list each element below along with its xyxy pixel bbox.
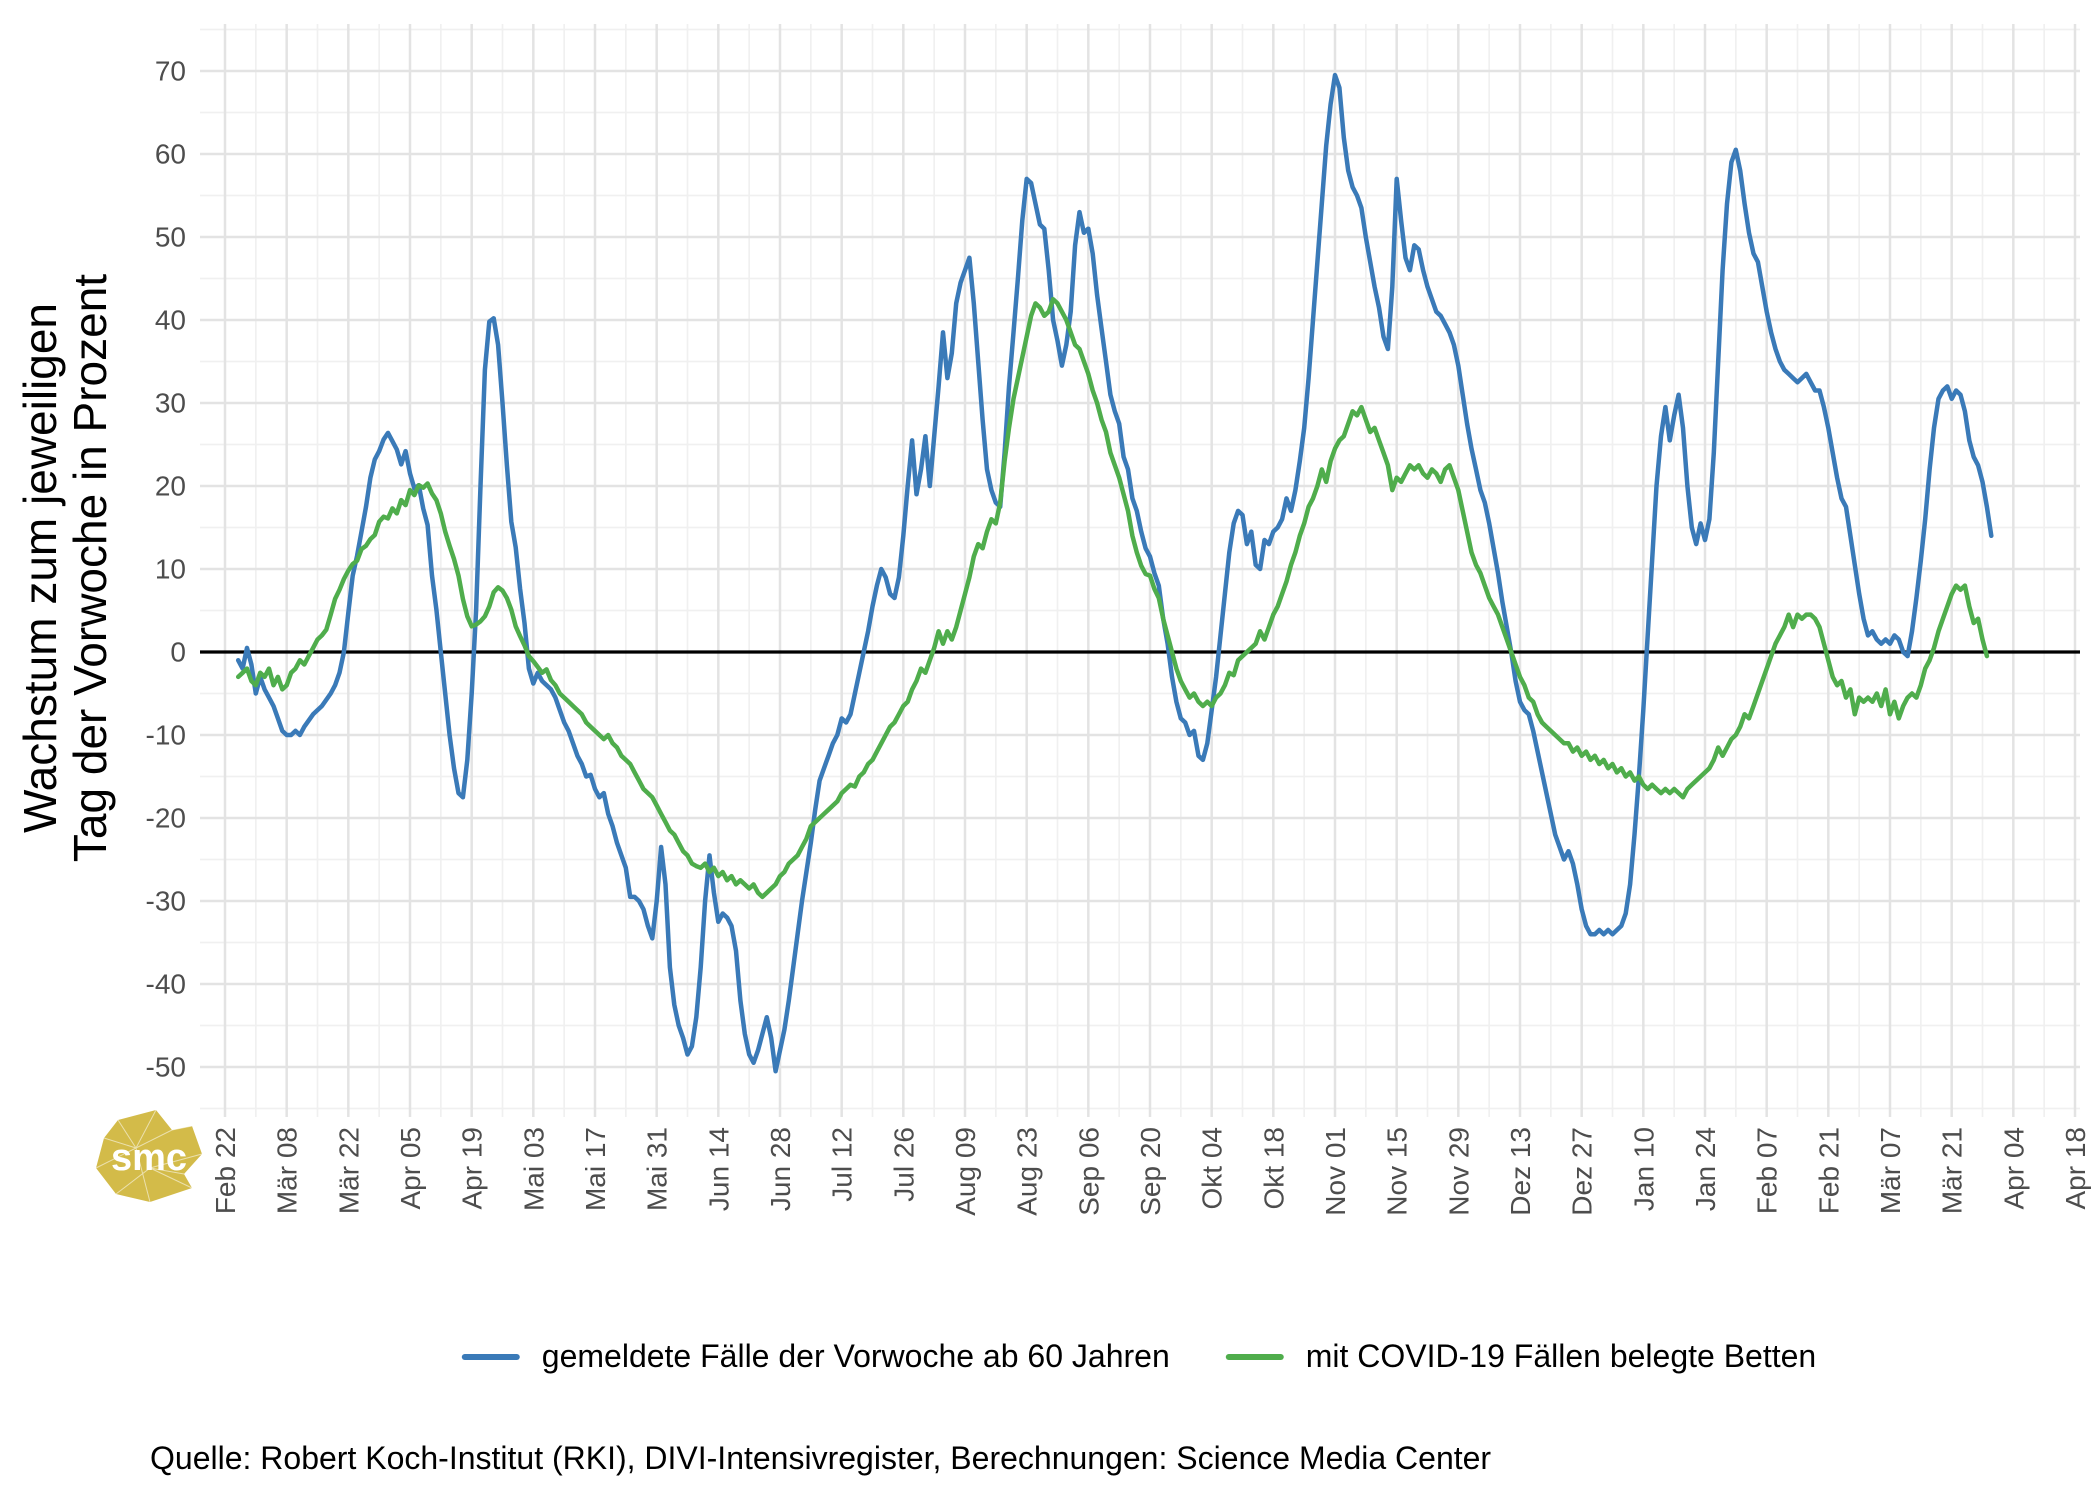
x-tick-label: Jun 28 — [765, 1127, 796, 1211]
legend-swatch-cases-icon — [461, 1353, 520, 1360]
y-tick-label: 60 — [155, 139, 186, 170]
y-tick-label: 10 — [155, 554, 186, 585]
y-tick-label: 70 — [155, 56, 186, 87]
x-tick-label: Mär 07 — [1875, 1127, 1906, 1214]
y-tick-label: -40 — [146, 969, 186, 1000]
y-tick-label: 20 — [155, 471, 186, 502]
x-tick-label: Dez 27 — [1567, 1127, 1598, 1216]
x-tick-label: Jun 14 — [703, 1127, 734, 1211]
y-tick-label: -20 — [146, 803, 186, 834]
x-tick-label: Feb 21 — [1813, 1127, 1844, 1214]
x-tick-label: Apr 18 — [2060, 1127, 2091, 1210]
x-tick-label: Nov 29 — [1443, 1127, 1474, 1216]
x-tick-label: Feb 07 — [1752, 1127, 1783, 1214]
x-tick-label: Feb 22 — [210, 1127, 241, 1214]
x-tick-label: Apr 19 — [457, 1127, 488, 1210]
legend-label-cases: gemeldete Fälle der Vorwoche ab 60 Jahre… — [541, 1338, 1170, 1374]
y-tick-label: 30 — [155, 388, 186, 419]
smc-logo-text: smc — [111, 1137, 187, 1179]
x-tick-label: Mai 31 — [642, 1127, 673, 1211]
x-tick-label: Okt 18 — [1258, 1127, 1289, 1209]
legend-item-beds: mit COVID-19 Fällen belegte Betten — [1225, 1338, 1817, 1375]
x-tick-label: Aug 23 — [1012, 1127, 1043, 1216]
x-tick-label: Nov 15 — [1382, 1127, 1413, 1216]
x-tick-label: Jul 26 — [888, 1127, 919, 1202]
legend: gemeldete Fälle der Vorwoche ab 60 Jahre… — [461, 1338, 1817, 1375]
x-tick-label: Jan 24 — [1690, 1127, 1721, 1211]
x-tick-label: Dez 13 — [1505, 1127, 1536, 1216]
x-tick-label: Nov 01 — [1320, 1127, 1351, 1216]
smc-logo: smc — [95, 1109, 203, 1203]
y-axis-title-line1: Wachstum zum jeweiligen — [14, 302, 66, 834]
x-tick-label: Apr 04 — [1998, 1127, 2029, 1210]
legend-swatch-beds-icon — [1225, 1353, 1284, 1360]
x-tick-label: Jan 10 — [1628, 1127, 1659, 1211]
legend-item-cases: gemeldete Fälle der Vorwoche ab 60 Jahre… — [461, 1338, 1170, 1375]
x-tick-label: Jul 12 — [827, 1127, 858, 1202]
x-tick-label: Mai 03 — [518, 1127, 549, 1211]
x-tick-label: Sep 20 — [1135, 1127, 1166, 1216]
y-tick-label: -50 — [146, 1052, 186, 1083]
y-tick-label: -30 — [146, 886, 186, 917]
legend-label-beds: mit COVID-19 Fällen belegte Betten — [1305, 1338, 1817, 1374]
smc-logo-facets — [95, 1109, 203, 1203]
x-tick-label: Apr 05 — [395, 1127, 426, 1210]
source-attribution: Quelle: Robert Koch-Institut (RKI), DIVI… — [150, 1440, 1492, 1476]
series-line-beds — [235, 296, 1990, 900]
x-tick-label: Okt 04 — [1197, 1127, 1228, 1209]
series-line-cases — [235, 72, 1994, 1074]
y-tick-label: 40 — [155, 305, 186, 336]
x-tick-label: Mär 21 — [1937, 1127, 1968, 1214]
x-tick-label: Mai 17 — [580, 1127, 611, 1211]
x-tick-label: Mär 22 — [333, 1127, 364, 1214]
x-tick-label: Sep 06 — [1073, 1127, 1104, 1216]
y-tick-label: -10 — [146, 720, 186, 751]
y-tick-label: 0 — [170, 637, 186, 668]
y-tick-label: 50 — [155, 222, 186, 253]
x-tick-label: Mär 08 — [272, 1127, 303, 1214]
x-tick-label: Aug 09 — [950, 1127, 981, 1216]
y-axis-title-line2: Tag der Vorwoche in Prozent — [64, 273, 116, 863]
smc-logo-shape — [96, 1110, 202, 1202]
